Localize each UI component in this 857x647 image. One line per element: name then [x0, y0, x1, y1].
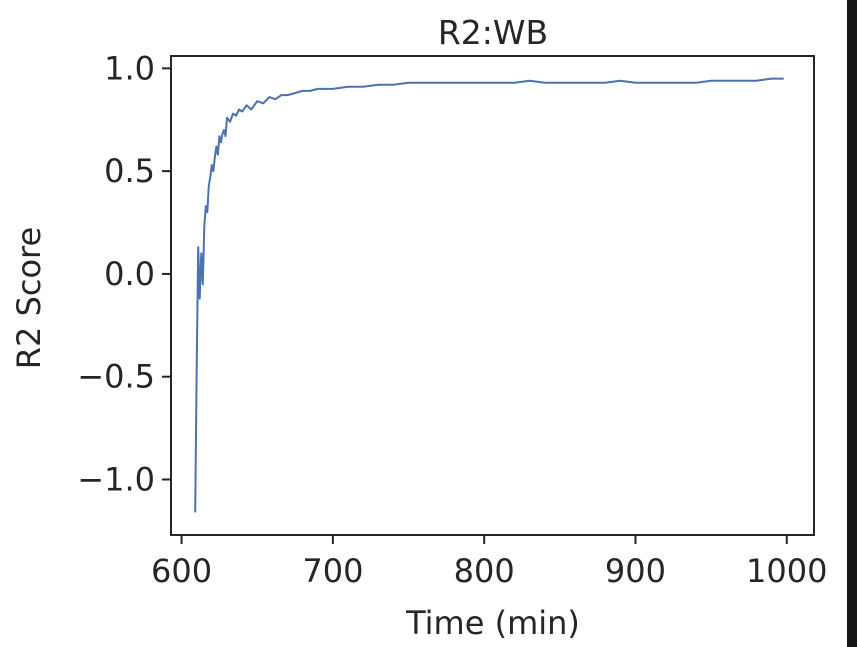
- y-tick-label: 0.0: [104, 255, 155, 293]
- y-tick-label: −1.0: [77, 460, 155, 498]
- x-tick-label: 1000: [746, 552, 827, 590]
- x-tick-label: 600: [151, 552, 212, 590]
- y-tick-label: −0.5: [77, 358, 155, 396]
- chart-title: R2:WB: [438, 13, 548, 52]
- plot-area-frame: [170, 55, 815, 536]
- x-axis-ticks: 600 700 800 900 1000: [151, 535, 827, 590]
- y-axis-label: R2 Score: [10, 227, 48, 369]
- y-tick-label: 0.5: [104, 152, 155, 190]
- x-axis-label: Time (min): [405, 604, 580, 642]
- window-edge-bar: [847, 0, 857, 647]
- x-tick-label: 700: [302, 552, 363, 590]
- x-tick-label: 900: [605, 552, 666, 590]
- y-tick-label: 1.0: [104, 49, 155, 87]
- series-line-r2-wb: [194, 77, 784, 513]
- y-axis-ticks: 1.0 0.5 0.0 −0.5 −1.0: [77, 49, 171, 498]
- x-tick-label: 800: [454, 552, 515, 590]
